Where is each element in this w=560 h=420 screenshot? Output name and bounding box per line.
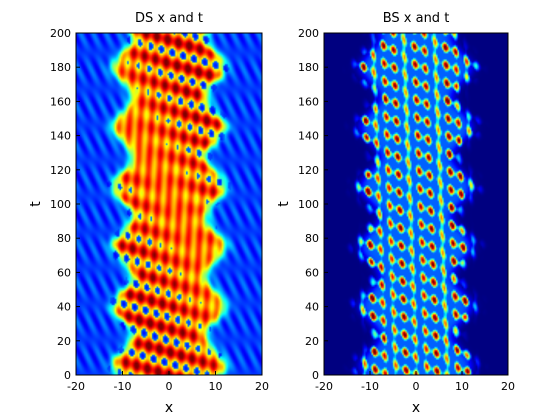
ds-ytick-label: 60 bbox=[57, 266, 71, 279]
bs-title: BS x and t bbox=[383, 11, 450, 26]
ds-xtick-label: -20 bbox=[67, 380, 85, 393]
bs-xtick-label: -10 bbox=[361, 380, 379, 393]
ds-ytick-label: 0 bbox=[64, 369, 71, 382]
bs-ytick-label: 60 bbox=[305, 266, 319, 279]
bs-ytick-label: 180 bbox=[298, 61, 319, 74]
ds-ytick-label: 20 bbox=[57, 335, 71, 348]
bs-xtick-label: 20 bbox=[501, 380, 515, 393]
bs-ytick-label: 120 bbox=[298, 164, 319, 177]
bs-ytick-label: 100 bbox=[298, 198, 319, 211]
ds-ytick-label: 40 bbox=[57, 301, 71, 314]
panel-bs: BS x and t -20 -10 0 10 20020406080100120140… bbox=[276, 11, 515, 416]
bs-ytick-label: 140 bbox=[298, 130, 319, 143]
bs-ytick-label: 200 bbox=[298, 27, 319, 40]
bs-ylabel: t bbox=[276, 201, 292, 207]
ds-ytick-label: 160 bbox=[50, 95, 71, 108]
bs-ytick-label: 80 bbox=[305, 232, 319, 245]
bs-xtick-label: 0 bbox=[413, 380, 420, 393]
ds-title: DS x and t bbox=[135, 11, 203, 26]
ds-ytick-label: 80 bbox=[57, 232, 71, 245]
bs-ytick-label: 0 bbox=[312, 369, 319, 382]
bs-xtick-label: -20 bbox=[315, 380, 333, 393]
ds-ytick-label: 180 bbox=[50, 61, 71, 74]
ds-xlabel: x bbox=[165, 400, 173, 416]
bs-xtick-label: 10 bbox=[455, 380, 469, 393]
ds-ytick-label: 200 bbox=[50, 27, 71, 40]
bs-ytick-label: 160 bbox=[298, 95, 319, 108]
ds-xtick-label: 0 bbox=[166, 380, 173, 393]
bs-xlabel: x bbox=[412, 400, 420, 416]
bs-heatmap bbox=[324, 33, 508, 375]
bs-ytick-label: 40 bbox=[305, 301, 319, 314]
ds-xtick-label: 20 bbox=[255, 380, 269, 393]
bs-ytick-label: 20 bbox=[305, 335, 319, 348]
ds-xtick-label: -10 bbox=[114, 380, 132, 393]
ds-ylabel: t bbox=[28, 201, 44, 207]
ds-ytick-label: 140 bbox=[50, 130, 71, 143]
panel-ds: DS x and t -20 -10 0 10 20020406080100120140… bbox=[28, 11, 269, 416]
ds-ytick-label: 120 bbox=[50, 164, 71, 177]
ds-xtick-label: 10 bbox=[209, 380, 223, 393]
ds-heatmap bbox=[76, 33, 262, 375]
ds-ytick-label: 100 bbox=[50, 198, 71, 211]
